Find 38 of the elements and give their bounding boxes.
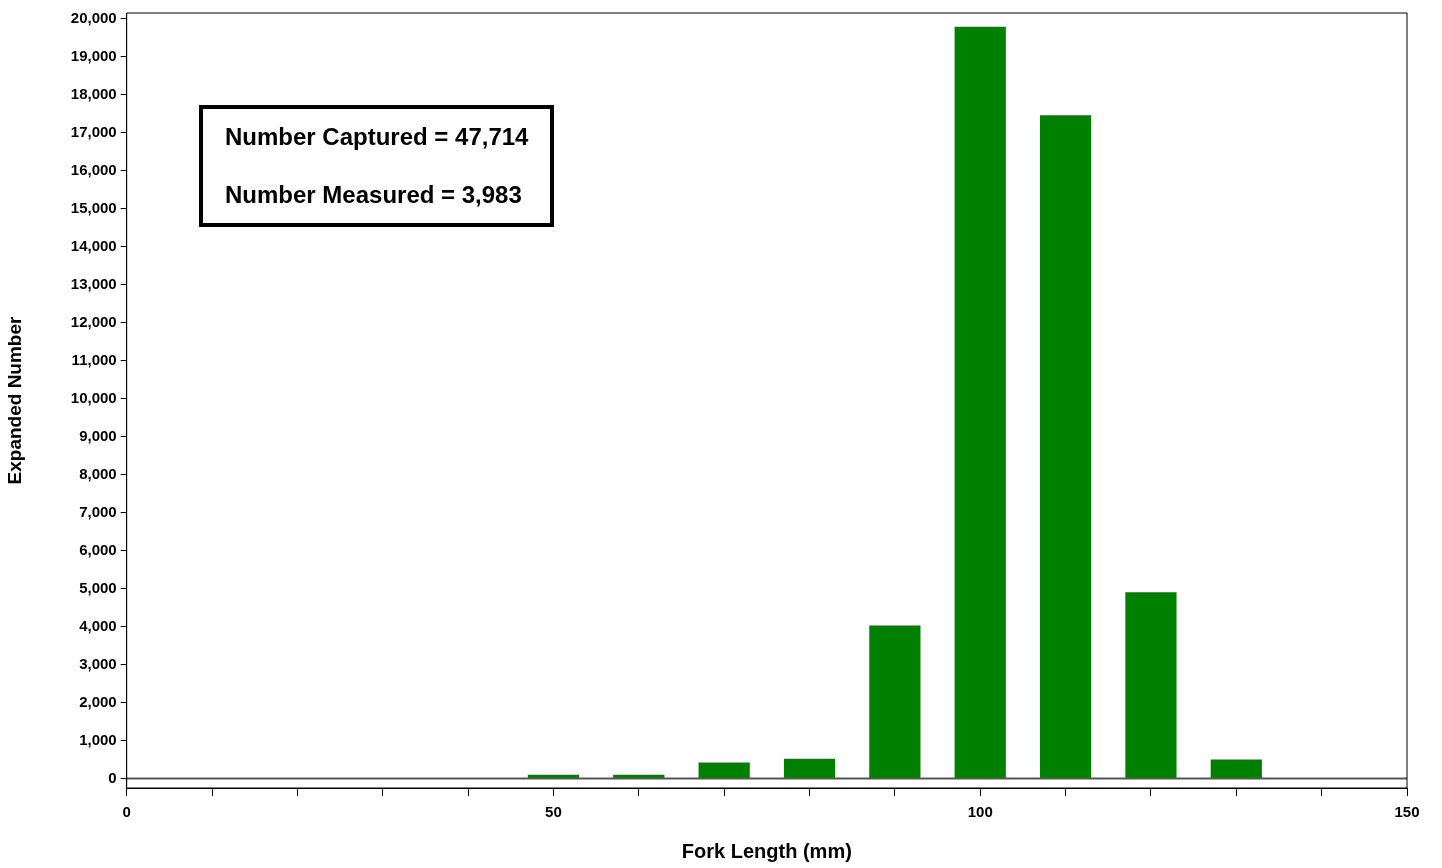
y-axis-title: Expanded Number [3,315,25,485]
y-tick-label: 14,000 [70,236,117,254]
y-tick-label: 4,000 [79,616,117,634]
y-tick-label: 0 [108,768,117,786]
y-tick-label: 11,000 [71,350,117,368]
bar [869,625,921,778]
y-tick-label: 8,000 [79,464,117,482]
bar [1039,115,1092,778]
bar [954,26,1006,778]
x-tick-label: 150 [1394,803,1420,821]
x-tick-label: 0 [122,803,131,821]
y-tick-label: 13,000 [70,274,117,292]
y-tick-label: 16,000 [70,160,117,178]
bar [1125,592,1177,778]
y-tick-label: 10,000 [70,388,117,406]
bar [613,774,665,778]
bar [527,774,580,778]
y-tick-label: 15,000 [70,198,117,216]
y-tick-label: 19,000 [70,46,117,64]
y-tick-label: 9,000 [79,426,117,444]
y-tick-label: 18,000 [70,84,117,102]
bar [698,762,750,778]
y-tick-label: 20,000 [70,8,117,26]
y-tick-label: 5,000 [79,578,117,596]
y-tick-label: 6,000 [79,540,117,558]
y-tick-label: 17,000 [70,122,117,140]
bar [1210,759,1262,778]
x-axis-title: Fork Length (mm) [681,839,852,862]
x-tick-label: 100 [967,803,993,821]
y-tick-label: 12,000 [70,312,117,330]
y-tick-label: 2,000 [79,692,117,710]
y-tick-label: 3,000 [79,654,117,672]
y-tick-label: 7,000 [79,502,117,520]
annotation: Number Measured = 3,983 [225,181,523,209]
bar [783,758,836,778]
x-tick-label: 50 [545,803,562,821]
annotation: Number Captured = 47,714 [225,123,529,151]
y-tick-label: 1,000 [79,730,117,748]
